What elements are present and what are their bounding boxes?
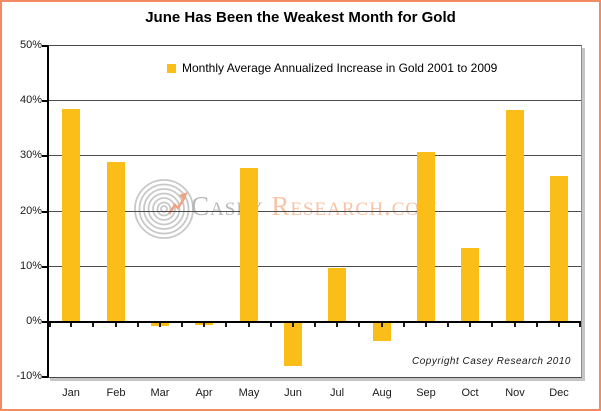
x-axis-label-may: May [238, 387, 260, 399]
x-axis-label-jun: Jun [284, 387, 302, 399]
logo-ring [138, 183, 190, 235]
x-axis-label-mar: Mar [150, 387, 170, 399]
x-axis-tick [358, 323, 360, 327]
legend-label: Monthly Average Annualized Increase in G… [182, 61, 498, 75]
x-axis-tick [336, 323, 338, 327]
x-axis-tick [270, 323, 272, 327]
chart-title: June Has Been the Weakest Month for Gold [145, 9, 456, 26]
gridline-20 [49, 211, 581, 212]
x-axis-label-jan: Jan [62, 387, 80, 399]
bar-dec [550, 176, 568, 322]
bar-aug [373, 323, 391, 341]
logo-ring [160, 205, 168, 213]
x-axis-label-oct: Oct [461, 387, 479, 399]
y-axis-tick [42, 100, 48, 102]
y-axis-tick [42, 211, 48, 213]
bar-jan [62, 109, 80, 322]
y-axis-tick [42, 155, 48, 157]
y-axis-label-40: 40% [19, 94, 42, 106]
x-axis-label-apr: Apr [195, 387, 213, 399]
x-axis-label-aug: Aug [372, 387, 392, 399]
x-axis-tick [425, 323, 427, 327]
bar-jun [284, 323, 302, 366]
x-axis-tick [403, 323, 405, 327]
y-axis-tick [42, 376, 48, 378]
x-axis-label-jul: Jul [329, 387, 345, 399]
x-axis-tick [381, 323, 383, 327]
x-axis-tick [491, 323, 493, 327]
gridline-10 [49, 266, 581, 267]
x-axis-tick [579, 323, 581, 327]
logo-ring [147, 192, 181, 226]
x-axis-label-feb: Feb [106, 387, 126, 399]
x-axis-tick [248, 323, 250, 327]
bar-oct [461, 248, 479, 322]
x-axis-tick [115, 323, 117, 327]
x-axis-tick [70, 323, 72, 327]
x-axis-label-nov: Nov [505, 387, 525, 399]
logo-ring [134, 179, 194, 239]
x-axis-tick [203, 323, 205, 327]
bar-nov [506, 110, 524, 322]
x-axis-tick [514, 323, 516, 327]
x-axis-tick [159, 323, 161, 327]
x-axis-tick [181, 323, 183, 327]
x-axis-tick [137, 323, 139, 327]
x-axis-tick [225, 323, 227, 327]
y-axis-label--10: -10% [16, 370, 42, 382]
bar-sep [417, 152, 435, 322]
legend: Monthly Average Annualized Increase in G… [167, 61, 497, 75]
x-axis-tick [536, 323, 538, 327]
bar-feb [107, 162, 125, 322]
x-axis-tick [469, 323, 471, 327]
logo-ring [143, 188, 185, 230]
gridline-30 [49, 155, 581, 156]
y-axis-label-30: 30% [19, 149, 42, 161]
y-axis-label-50: 50% [19, 39, 42, 51]
x-axis-tick [92, 323, 94, 327]
bar-jul [328, 268, 346, 322]
x-axis-tick [314, 323, 316, 327]
x-axis-label-dec: Dec [549, 387, 569, 399]
bar-may [240, 168, 258, 322]
legend-swatch [167, 63, 176, 73]
casey-research-logo-icon [134, 179, 194, 239]
y-axis-label-10: 10% [19, 260, 42, 272]
plot-area: Casey Research.com Copyright Casey Resea… [47, 45, 582, 378]
logo-ring [152, 197, 176, 221]
x-axis-line [49, 321, 581, 323]
y-axis-label-0: 0% [26, 315, 42, 327]
logo-ring [156, 201, 172, 217]
x-axis-tick [292, 323, 294, 327]
gridline-40 [49, 100, 581, 101]
y-axis-tick [42, 321, 48, 323]
y-axis-tick [42, 45, 48, 47]
watermark-text: Casey Research.com [191, 193, 438, 220]
x-axis-label-sep: Sep [416, 387, 436, 399]
watermark-brand-secondary: Research.com [271, 191, 438, 221]
x-axis-tick [447, 323, 449, 327]
x-axis-tick [558, 323, 560, 327]
y-axis-tick [42, 266, 48, 268]
copyright-note: Copyright Casey Research 2010 [411, 356, 571, 367]
x-axis-tick [49, 323, 51, 327]
y-axis-label-20: 20% [19, 205, 42, 217]
